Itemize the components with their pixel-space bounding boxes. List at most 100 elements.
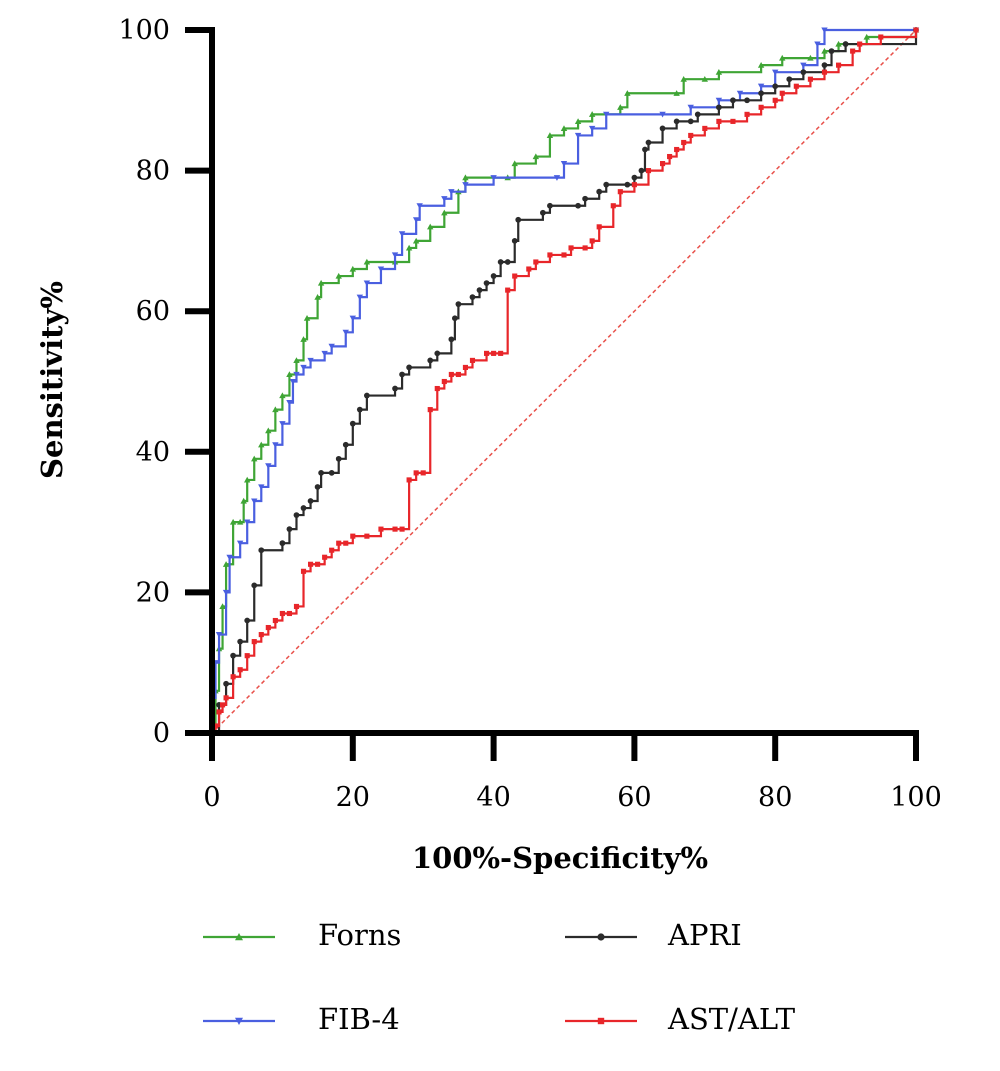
point-ast-alt — [660, 161, 666, 167]
point-apri — [821, 62, 828, 69]
point-forns — [779, 54, 786, 61]
point-apri — [300, 505, 307, 511]
point-ast-alt — [674, 146, 680, 153]
point-ast-alt — [505, 287, 511, 293]
point-fib-4 — [441, 196, 448, 202]
legend-marker — [235, 933, 243, 941]
point-apri — [515, 216, 522, 223]
reference-diagonal-line — [211, 29, 917, 734]
point-fib-4 — [398, 231, 406, 238]
point-forns — [546, 132, 554, 139]
series-ast-alt — [209, 27, 919, 736]
point-ast-alt — [758, 104, 764, 110]
point-forns — [441, 209, 448, 216]
point-ast-alt — [220, 702, 226, 708]
point-fib-4 — [687, 104, 694, 111]
point-ast-alt — [279, 610, 285, 617]
point-forns — [574, 118, 582, 124]
point-ast-alt — [667, 153, 673, 160]
point-forns — [236, 518, 244, 525]
point-apri — [476, 287, 483, 293]
point-fib-4 — [715, 97, 723, 104]
point-ast-alt — [772, 97, 778, 103]
point-ast-alt — [378, 526, 384, 532]
point-apri — [328, 470, 335, 476]
point-ast-alt — [406, 477, 412, 483]
point-apri — [392, 385, 398, 392]
point-ast-alt — [251, 639, 257, 645]
point-fib-4 — [289, 378, 297, 385]
point-ast-alt — [350, 533, 356, 539]
point-apri — [230, 652, 236, 659]
point-ast-alt — [526, 266, 532, 272]
point-ast-alt — [293, 603, 300, 610]
point-fib-4 — [272, 442, 279, 448]
point-ast-alt — [258, 632, 264, 638]
point-forns — [588, 111, 596, 117]
point-apri — [307, 498, 314, 504]
legend: Forns APRI FIB-4 AST/ALT — [203, 918, 796, 1036]
y-tick-label: 0 — [153, 718, 170, 749]
point-ast-alt — [441, 378, 447, 385]
point-apri — [828, 48, 835, 54]
point-apri — [342, 441, 349, 448]
x-tick-label: 20 — [336, 782, 370, 813]
point-ast-alt — [807, 76, 813, 82]
point-fib-4 — [321, 350, 328, 357]
point-apri — [483, 280, 490, 286]
point-apri — [314, 484, 321, 490]
point-apri — [511, 238, 518, 244]
point-fib-4 — [772, 69, 779, 76]
point-fib-4 — [349, 315, 356, 322]
point-ast-alt — [392, 526, 398, 532]
point-forns — [532, 153, 540, 160]
point-apri — [448, 336, 455, 343]
point-ast-alt — [681, 139, 687, 146]
legend-label: APRI — [667, 918, 742, 952]
y-tick-label: 100 — [118, 15, 170, 46]
point-fib-4 — [560, 161, 568, 167]
legend-item-fib-4: FIB-4 — [203, 1002, 400, 1036]
y-axis-title: Sensitivity% — [35, 281, 69, 479]
point-ast-alt — [364, 533, 370, 539]
point-apri — [335, 455, 342, 462]
x-tick-label: 80 — [758, 782, 792, 813]
point-apri — [293, 512, 300, 518]
x-tick-label: 100 — [890, 782, 942, 813]
x-tick-label: 0 — [203, 782, 220, 813]
point-apri — [244, 617, 251, 624]
point-apri — [800, 69, 807, 76]
point-fib-4 — [800, 62, 807, 69]
y-tick-label: 60 — [136, 296, 170, 327]
point-fib-4 — [588, 125, 596, 132]
point-apri — [356, 406, 363, 413]
point-ast-alt — [645, 168, 652, 174]
point-forns — [462, 174, 469, 181]
point-ast-alt — [237, 667, 243, 673]
legend-item-apri: APRI — [565, 918, 742, 952]
point-fib-4 — [215, 632, 223, 638]
point-forns — [835, 40, 842, 47]
y-tick-label: 40 — [136, 437, 170, 468]
point-fib-4 — [603, 111, 610, 118]
point-forns — [511, 160, 518, 167]
point-forns — [314, 293, 321, 300]
point-fib-4 — [226, 554, 233, 561]
point-ast-alt — [420, 470, 426, 476]
point-fib-4 — [659, 111, 666, 118]
point-fib-4 — [448, 189, 455, 195]
point-forns — [673, 90, 680, 96]
point-apri — [318, 470, 324, 476]
point-apri — [455, 301, 462, 308]
point-apri — [349, 420, 356, 427]
point-forns — [412, 237, 420, 244]
point-apri — [772, 83, 779, 90]
point-ast-alt — [212, 723, 219, 729]
point-apri — [427, 357, 434, 364]
point-forns — [807, 54, 814, 61]
point-apri — [638, 167, 645, 174]
point-fib-4 — [814, 41, 821, 48]
point-forns — [293, 357, 300, 363]
point-fib-4 — [574, 132, 582, 139]
